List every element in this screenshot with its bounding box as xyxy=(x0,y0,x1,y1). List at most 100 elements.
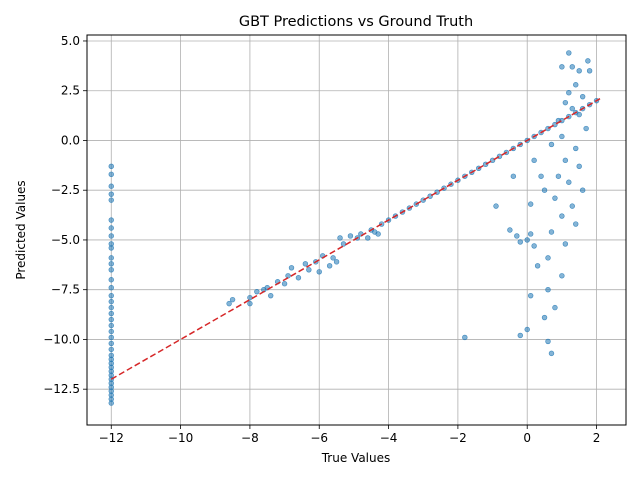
data-point xyxy=(247,294,253,301)
data-point xyxy=(576,111,582,118)
data-point xyxy=(108,183,114,189)
y-tick-label: 5.0 xyxy=(61,34,80,48)
data-point xyxy=(538,173,544,179)
data-point xyxy=(108,340,114,347)
data-point xyxy=(226,300,232,307)
data-point xyxy=(566,179,572,185)
data-point xyxy=(295,275,302,281)
data-point xyxy=(108,285,114,291)
data-point xyxy=(517,239,523,245)
reference-line xyxy=(110,98,601,380)
data-point xyxy=(306,267,312,273)
data-point xyxy=(573,221,579,227)
data-point xyxy=(576,163,582,170)
x-tick-label: −4 xyxy=(380,431,398,445)
data-point xyxy=(254,288,260,295)
data-point xyxy=(579,187,586,193)
data-point xyxy=(545,338,551,345)
data-point xyxy=(552,304,558,311)
data-point xyxy=(576,68,582,74)
y-axis-ticks: −12.5 −10.0 −7.5 −5.0 −2.5 0.0 2.5 5.0 xyxy=(43,34,87,396)
data-point xyxy=(514,233,520,239)
data-point xyxy=(108,171,114,177)
data-point xyxy=(108,197,114,203)
plot-area-frame xyxy=(86,34,627,426)
y-tick-label: −10.0 xyxy=(43,332,80,346)
data-point xyxy=(524,237,530,243)
data-point xyxy=(108,261,114,267)
data-point xyxy=(108,255,114,261)
data-point xyxy=(337,235,343,241)
data-point xyxy=(541,187,548,193)
chart-title: GBT Predictions vs Ground Truth xyxy=(239,14,473,30)
data-point xyxy=(108,298,114,305)
data-point xyxy=(548,350,555,357)
data-point xyxy=(281,281,288,287)
y-tick-label: −2.5 xyxy=(51,183,80,197)
data-point xyxy=(326,263,333,269)
data-point xyxy=(566,50,572,56)
data-point xyxy=(507,227,513,233)
data-point xyxy=(330,255,336,261)
reference-line-layer xyxy=(110,98,601,380)
data-point xyxy=(559,64,565,70)
data-point xyxy=(524,326,530,333)
x-tick-label: −10 xyxy=(168,431,193,445)
x-tick-label: −8 xyxy=(241,431,259,445)
data-point xyxy=(302,261,309,267)
y-tick-label: 2.5 xyxy=(61,84,80,98)
data-point xyxy=(108,217,114,223)
x-axis-ticks: −12 −10 −8 −6 −4 −2 0 2 xyxy=(99,425,601,445)
data-point xyxy=(108,310,114,317)
data-point xyxy=(108,322,114,329)
y-tick-label: 0.0 xyxy=(61,133,80,147)
x-tick-label: 2 xyxy=(593,431,601,445)
x-tick-label: −2 xyxy=(449,431,467,445)
data-point xyxy=(566,90,572,96)
data-point xyxy=(531,157,537,164)
data-point xyxy=(527,292,534,299)
data-point xyxy=(585,58,591,64)
data-point xyxy=(108,292,114,299)
data-point xyxy=(586,68,593,74)
data-point xyxy=(562,157,569,164)
data-point xyxy=(108,225,114,231)
data-point xyxy=(493,203,499,209)
data-point xyxy=(108,245,114,251)
data-point xyxy=(510,173,517,179)
data-point xyxy=(108,334,114,341)
data-point xyxy=(333,259,340,265)
data-point xyxy=(365,235,371,241)
data-point xyxy=(531,243,537,249)
x-axis-label: True Values xyxy=(321,451,391,465)
data-point xyxy=(229,296,236,303)
x-tick-label: −6 xyxy=(310,431,328,445)
data-point xyxy=(579,93,586,100)
data-point xyxy=(268,292,274,299)
data-point xyxy=(552,195,558,201)
data-point xyxy=(108,328,114,335)
data-point xyxy=(562,241,569,247)
data-point xyxy=(562,99,569,106)
data-point xyxy=(108,400,114,406)
data-point xyxy=(108,277,114,283)
data-point xyxy=(559,213,565,219)
x-tick-label: 0 xyxy=(523,431,531,445)
x-tick-label: −12 xyxy=(99,431,124,445)
data-point xyxy=(548,229,555,235)
data-point xyxy=(375,231,381,237)
data-point xyxy=(108,346,114,353)
data-point xyxy=(583,125,589,132)
data-point xyxy=(462,334,468,341)
data-point xyxy=(340,241,347,247)
data-point xyxy=(247,300,253,307)
y-tick-label: −7.5 xyxy=(51,283,80,297)
data-point xyxy=(548,141,555,148)
data-point xyxy=(573,82,579,88)
data-point xyxy=(108,163,114,170)
data-point xyxy=(108,304,114,311)
data-point xyxy=(559,273,565,279)
data-point xyxy=(347,233,354,239)
y-axis-label: Predicted Values xyxy=(14,180,28,279)
